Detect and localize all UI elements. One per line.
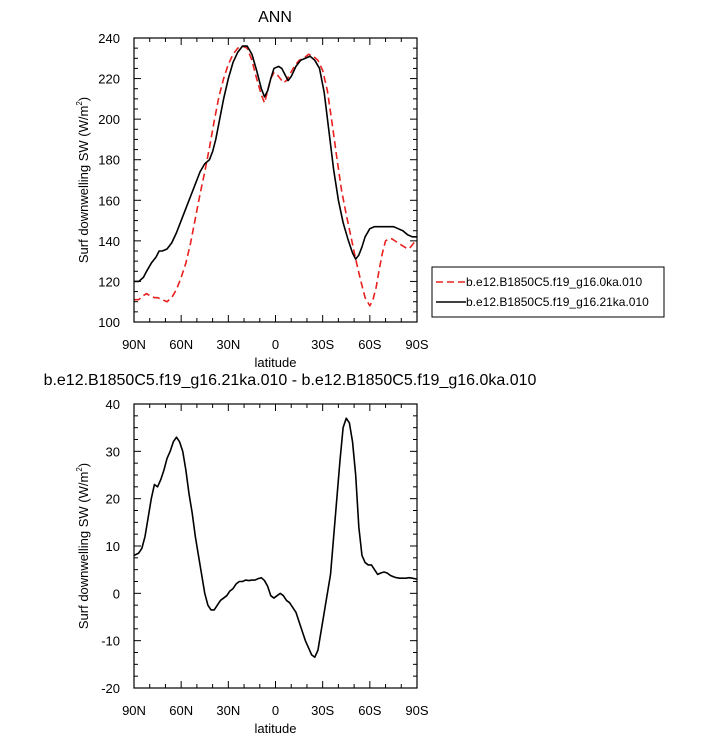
chart-title: ANN [258,9,292,26]
y-tick-label: 140 [98,234,120,249]
x-tick-labels: 90N 60N 30N 0 30S 60S 90S [122,337,429,352]
x-tick-label: 60S [358,703,381,718]
y-tick-label: -20 [101,681,120,696]
legend-label-21ka: b.e12.B1850C5.f19_g16.21ka.010 [466,295,649,309]
legend-box [431,266,665,318]
y-axis-label-end: ) [76,463,91,467]
x-tick-labels: 90N 60N 30N 0 30S 60S 90S [122,703,429,718]
y-axis-label-end: ) [76,97,91,101]
top-panel: ANN 100 120 140 160 180 200 220 240 90N 60N 30N 0 3… [75,9,665,370]
axis-ticks [133,403,418,689]
x-tick-label: 90S [405,337,428,352]
y-tick-label: 100 [98,315,120,330]
y-axis-label: Surf downwelling SW (W/m2) [75,463,91,629]
bottom-panel: b.e12.B1850C5.f19_g16.21ka.010 - b.e12.B… [44,372,537,736]
y-tick-label: 160 [98,193,120,208]
y-tick-labels: -20 -10 0 10 20 30 40 [101,397,120,696]
chart-title: b.e12.B1850C5.f19_g16.21ka.010 - b.e12.B… [44,372,537,389]
y-tick-label: 10 [106,539,120,554]
y-tick-label: -10 [101,634,120,649]
x-tick-label: 30S [311,703,334,718]
y-tick-label: 20 [106,492,120,507]
axis-ticks [133,37,418,323]
x-axis-label: latitude [255,355,297,370]
y-tick-labels: 100 120 140 160 180 200 220 240 [98,31,120,330]
y-axis-label: Surf downwelling SW (W/m2) [75,97,91,263]
series-layer [133,417,418,659]
series-layer [134,45,418,307]
x-tick-label: 90N [122,703,146,718]
y-axis-label-superscript: 2 [75,101,84,106]
x-tick-label: 90N [122,337,146,352]
x-axis-label: latitude [255,721,297,736]
y-tick-label: 200 [98,112,120,127]
x-tick-label: 0 [272,703,279,718]
y-tick-label: 240 [98,31,120,46]
y-axis-label-main: Surf downwelling SW (W/m [76,472,91,629]
y-tick-label: 180 [98,153,120,168]
plot-frame [133,403,418,689]
x-tick-label: 30N [216,703,240,718]
series-line-0 [133,417,418,659]
y-tick-label: 220 [98,72,120,87]
x-tick-label: 0 [272,337,279,352]
y-tick-label: 30 [106,444,120,459]
x-tick-label: 60N [169,703,193,718]
legend-label-0ka: b.e12.B1850C5.f19_g16.0ka.010 [466,275,642,289]
legend: b.e12.B1850C5.f19_g16.0ka.010 b.e12.B185… [431,266,665,318]
y-tick-label: 0 [113,586,120,601]
x-tick-label: 60S [358,337,381,352]
plot-frame [133,37,418,323]
x-tick-label: 60N [169,337,193,352]
y-tick-label: 40 [106,397,120,412]
series-line-0 [134,45,418,307]
x-tick-label: 30N [216,337,240,352]
x-tick-label: 30S [311,337,334,352]
y-tick-label: 120 [98,274,120,289]
y-axis-label-main: Surf downwelling SW (W/m [76,106,91,263]
series-line-1 [134,45,417,283]
x-tick-label: 90S [405,703,428,718]
y-axis-label-superscript: 2 [75,467,84,472]
